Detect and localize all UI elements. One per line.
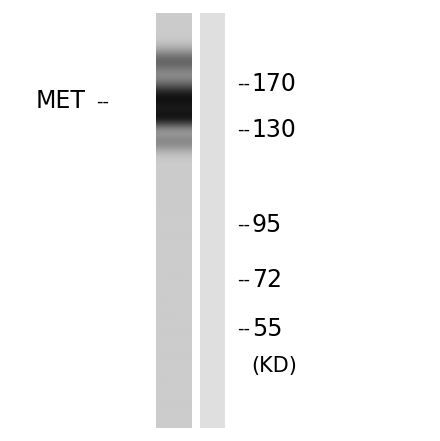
Text: MET: MET: [36, 90, 86, 113]
Text: 130: 130: [252, 118, 297, 142]
Text: 72: 72: [252, 268, 282, 292]
Text: --: --: [238, 75, 251, 93]
Text: --: --: [238, 320, 251, 337]
Text: --: --: [238, 121, 251, 139]
Text: --: --: [238, 216, 251, 234]
Text: 95: 95: [252, 213, 282, 237]
Text: 55: 55: [252, 317, 282, 340]
Text: --: --: [238, 271, 251, 289]
Text: 170: 170: [252, 72, 297, 96]
Text: --: --: [96, 93, 109, 110]
Text: (KD): (KD): [252, 356, 297, 376]
